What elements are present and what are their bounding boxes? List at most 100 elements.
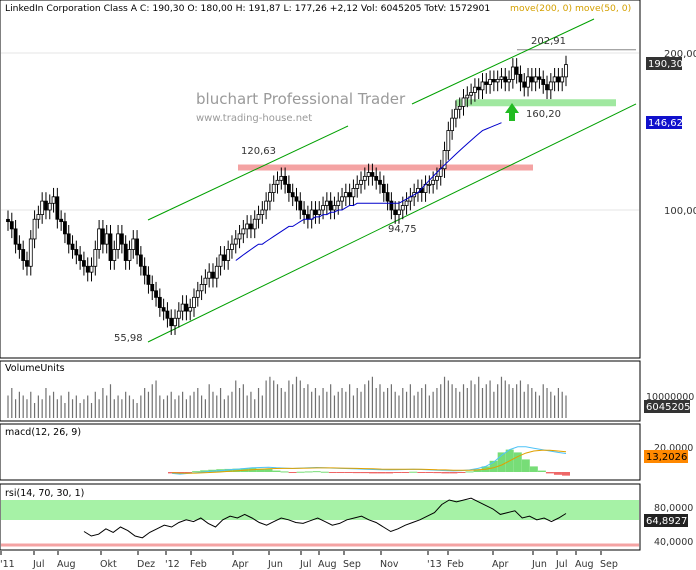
macd-hist-bar: [473, 469, 482, 472]
candle-body: [218, 254, 223, 267]
macd-hist-bar: [296, 471, 305, 473]
macd-hist-bar: [192, 471, 201, 473]
macd-hist-bar: [449, 472, 458, 474]
volume-axis-label: 10000000: [646, 392, 694, 403]
ma-badge-bg: [646, 116, 682, 129]
time-axis-label: Feb: [190, 559, 207, 570]
ma50-line: [235, 122, 502, 261]
candle-body: [431, 179, 436, 185]
candle-body: [499, 76, 504, 80]
candle-body: [503, 76, 508, 83]
macd-axis-label: 20,0000: [654, 443, 693, 454]
candle-body: [154, 290, 158, 298]
candle-body: [135, 238, 139, 256]
macd-title: macd(12, 26, 9): [5, 427, 81, 438]
up-arrow-icon: [505, 103, 519, 121]
candle-body: [93, 249, 98, 267]
macd-hist-bar: [344, 472, 353, 473]
candle-body: [548, 81, 553, 91]
macd-hist-bar: [385, 472, 394, 474]
candle-body: [347, 192, 352, 198]
candle-body: [465, 94, 470, 99]
candle-body: [25, 260, 29, 267]
candles: [6, 55, 568, 335]
candle-body: [340, 196, 344, 202]
rsi-axis-label-80: 80,0000: [654, 503, 693, 514]
candle-body: [332, 205, 337, 211]
candle-body: [378, 179, 382, 185]
candle-body: [343, 192, 348, 198]
annotation-high: 202,91: [531, 36, 566, 47]
candle-body: [564, 64, 568, 78]
candle-body: [97, 228, 102, 250]
candle-body: [469, 92, 474, 96]
candle-body: [222, 254, 227, 261]
candle-body: [279, 175, 284, 181]
macd-hist-bar: [369, 472, 378, 474]
annotation-resistance: 120,63: [241, 146, 276, 157]
candle-body: [537, 76, 542, 80]
macd-hist-bar: [184, 472, 193, 473]
candle-body: [51, 196, 56, 204]
candle-body: [28, 238, 33, 267]
macd-hist-bar: [224, 468, 233, 472]
trend-channels: [147, 18, 637, 343]
candle-body: [427, 183, 432, 186]
candle-body: [552, 76, 557, 83]
candle-body: [366, 172, 371, 177]
candle-body: [116, 233, 120, 250]
macd-hist-bar: [409, 471, 418, 473]
candle-body: [545, 84, 549, 91]
macd-hist-bar: [497, 452, 506, 472]
macd-hist-bar: [200, 470, 209, 472]
candle-body: [507, 78, 511, 83]
candle-body: [74, 249, 79, 256]
candle-body: [131, 238, 136, 250]
macd-hist-bar: [320, 471, 329, 473]
candle-body: [188, 307, 193, 312]
candle-body: [518, 73, 523, 83]
time-axis-label: Jul: [299, 559, 311, 570]
candle-body: [85, 265, 90, 273]
candle-body: [510, 66, 515, 80]
candle-body: [305, 214, 310, 220]
time-axis-label: Apr: [232, 559, 249, 570]
candle-body: [104, 233, 109, 245]
watermark-url: www.trading-house.net: [196, 113, 312, 124]
macd-hist-bar: [401, 472, 410, 473]
rsi-axis-label-40: 40,0000: [654, 537, 693, 548]
candle-body: [298, 200, 303, 211]
candle-body: [142, 265, 147, 276]
channel-lower: [147, 103, 637, 343]
candle-body: [446, 130, 451, 151]
rsi-badge-bg: [644, 514, 688, 527]
price-badge-bg: [646, 57, 682, 70]
time-axis-label: '12: [165, 559, 180, 570]
candle-body: [328, 200, 333, 211]
candle-body: [44, 200, 48, 211]
time-axis-label: Jun: [267, 559, 283, 570]
price-axis-label-100: 100,00: [664, 206, 696, 217]
candle-body: [321, 205, 325, 211]
macd-badge: 13,2026: [646, 452, 687, 463]
candle-body: [211, 271, 215, 279]
candle-body: [484, 81, 489, 85]
candle-body: [313, 209, 318, 215]
macd-hist-bar: [264, 468, 273, 472]
time-axis-label: Jun: [531, 559, 547, 570]
candle-body: [556, 76, 561, 83]
macd-hist-bar: [521, 459, 530, 472]
annotation-low-2011: 55,98: [114, 333, 143, 344]
candle-body: [529, 76, 534, 83]
candle-body: [237, 233, 242, 240]
rsi-overbought-band: [1, 500, 639, 520]
candle-body: [192, 296, 196, 308]
channel-upper-1: [147, 125, 349, 221]
candle-body: [381, 183, 386, 193]
macd-hist-bar: [425, 472, 434, 473]
candle-body: [385, 192, 390, 202]
macd-hist-bar: [529, 466, 538, 472]
candle-body: [249, 223, 253, 230]
candle-body: [526, 76, 530, 88]
macd-hist-bar: [417, 472, 426, 473]
